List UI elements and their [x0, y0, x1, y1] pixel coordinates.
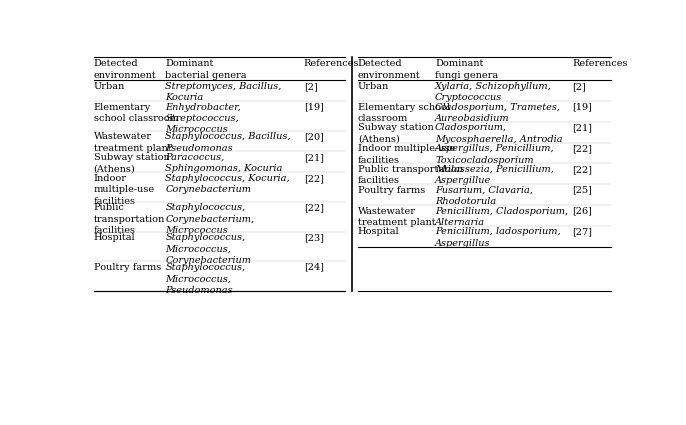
- Text: Elementary school
classroom: Elementary school classroom: [358, 102, 450, 123]
- Text: Staphylococcus,
Corynebacterium,
Micrococcus: Staphylococcus, Corynebacterium, Microco…: [165, 204, 255, 235]
- Text: Wastewater
treatment plant: Wastewater treatment plant: [93, 132, 171, 153]
- Text: Urban: Urban: [358, 82, 389, 91]
- Text: Elementary
school classroom: Elementary school classroom: [93, 102, 178, 123]
- Text: Urban: Urban: [93, 82, 125, 91]
- Text: [25]: [25]: [572, 186, 592, 195]
- Text: Staphylococcus,
Micrococcus,
Corynebacterium: Staphylococcus, Micrococcus, Corynebacte…: [165, 233, 251, 265]
- Text: [2]: [2]: [572, 82, 586, 91]
- Text: Wastewater
treatment plant: Wastewater treatment plant: [358, 207, 436, 227]
- Text: Staphylococcus, Bacillus,
Pseudomonas: Staphylococcus, Bacillus, Pseudomonas: [165, 132, 291, 153]
- Text: [26]: [26]: [572, 207, 592, 215]
- Text: [21]: [21]: [572, 123, 592, 132]
- Text: Enhydrobacter,
Streptococcus,
Micrococcus: Enhydrobacter, Streptococcus, Micrococcu…: [165, 102, 241, 134]
- Text: [22]: [22]: [304, 174, 324, 183]
- Text: Streptomyces, Bacillus,
Kocuria: Streptomyces, Bacillus, Kocuria: [165, 82, 282, 102]
- Text: Hospital: Hospital: [93, 233, 135, 242]
- Text: Poultry farms: Poultry farms: [358, 186, 425, 195]
- Text: Malassezia, Penicillium,
Aspergillue: Malassezia, Penicillium, Aspergillue: [435, 165, 554, 185]
- Text: Cladosporium,
Mycosphaerella, Antrodia: Cladosporium, Mycosphaerella, Antrodia: [435, 123, 563, 144]
- Text: [19]: [19]: [572, 102, 592, 112]
- Text: References: References: [304, 59, 359, 68]
- Text: Staphylococcus,
Micrococcus,
Pseudomonas: Staphylococcus, Micrococcus, Pseudomonas: [165, 263, 246, 295]
- Text: References: References: [572, 59, 628, 68]
- Text: Hospital: Hospital: [358, 227, 399, 236]
- Text: [20]: [20]: [304, 132, 324, 141]
- Text: Indoor
multiple-use
facilities: Indoor multiple-use facilities: [93, 174, 154, 206]
- Text: Aspergillus, Penicillium,
Toxicocladosporium: Aspergillus, Penicillium, Toxicocladospo…: [435, 144, 555, 164]
- Text: Detected
environment: Detected environment: [358, 59, 421, 80]
- Text: Subway station
(Athens): Subway station (Athens): [358, 123, 434, 144]
- Text: [2]: [2]: [304, 82, 318, 91]
- Text: [27]: [27]: [572, 227, 592, 236]
- Text: Dominant
bacterial genera: Dominant bacterial genera: [165, 59, 247, 80]
- Text: [19]: [19]: [304, 102, 324, 112]
- Text: Indoor multiple-use
facilities: Indoor multiple-use facilities: [358, 144, 455, 164]
- Text: Cladosporium, Trametes,
Aureobasidium: Cladosporium, Trametes, Aureobasidium: [435, 102, 560, 123]
- Text: Poultry farms: Poultry farms: [93, 263, 161, 272]
- Text: [22]: [22]: [572, 165, 592, 174]
- Text: Public
transportation
facilities: Public transportation facilities: [93, 204, 165, 235]
- Text: Penicillium, ladosporium,
Aspergillus: Penicillium, ladosporium, Aspergillus: [435, 227, 560, 248]
- Text: Subway station
(Athens): Subway station (Athens): [93, 153, 169, 173]
- Text: Public transportation
facilities: Public transportation facilities: [358, 165, 463, 185]
- Text: Penicillium, Cladosporium,
Alternaria: Penicillium, Cladosporium, Alternaria: [435, 207, 568, 227]
- Text: [23]: [23]: [304, 233, 324, 242]
- Text: Paracoccus,
Sphingomonas, Kocuria: Paracoccus, Sphingomonas, Kocuria: [165, 153, 283, 173]
- Text: [22]: [22]: [304, 204, 324, 212]
- Text: [24]: [24]: [304, 263, 324, 272]
- Text: Xylaria, Schizophyllum,
Cryptococcus: Xylaria, Schizophyllum, Cryptococcus: [435, 82, 552, 102]
- Text: Detected
environment: Detected environment: [93, 59, 156, 80]
- Text: Fusarium, Clavaria,
Rhodotorula: Fusarium, Clavaria, Rhodotorula: [435, 186, 533, 206]
- Text: Staphylococcus, Kocuria,
Corynebacterium: Staphylococcus, Kocuria, Corynebacterium: [165, 174, 290, 194]
- Text: [22]: [22]: [572, 144, 592, 153]
- Text: Dominant
fungi genera: Dominant fungi genera: [435, 59, 498, 80]
- Text: [21]: [21]: [304, 153, 324, 162]
